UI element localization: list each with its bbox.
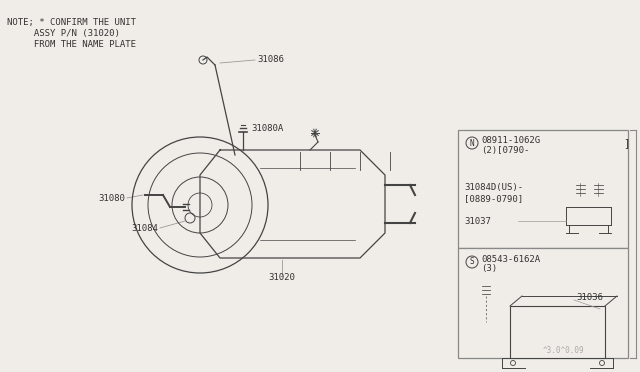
Text: N: N (470, 138, 474, 148)
Text: ^3.0^0.09: ^3.0^0.09 (543, 346, 584, 355)
Text: 31080A: 31080A (251, 124, 284, 132)
Text: 08543-6162A: 08543-6162A (481, 254, 540, 263)
Text: 31084: 31084 (131, 224, 158, 232)
Text: ASSY P/N (31020): ASSY P/N (31020) (7, 29, 120, 38)
Bar (458, 248, 628, 358)
Text: NOTE; * CONFIRM THE UNIT: NOTE; * CONFIRM THE UNIT (7, 18, 136, 27)
Text: 31037: 31037 (464, 217, 491, 225)
Text: [0889-0790]: [0889-0790] (464, 195, 523, 203)
Text: 31036: 31036 (576, 294, 603, 302)
Text: ]: ] (623, 138, 630, 148)
Text: 08911-1062G: 08911-1062G (481, 135, 540, 144)
Text: S: S (470, 257, 474, 266)
Text: 31086: 31086 (257, 55, 284, 64)
Bar (458, 130, 628, 248)
Text: 31084D(US)-: 31084D(US)- (464, 183, 523, 192)
Text: (3): (3) (481, 264, 497, 273)
Bar (510, 306, 605, 358)
Text: FROM THE NAME PLATE: FROM THE NAME PLATE (7, 40, 136, 49)
Text: 31080: 31080 (98, 193, 125, 202)
Text: (2)[0790-: (2)[0790- (481, 145, 529, 154)
Text: 31020: 31020 (269, 273, 296, 282)
